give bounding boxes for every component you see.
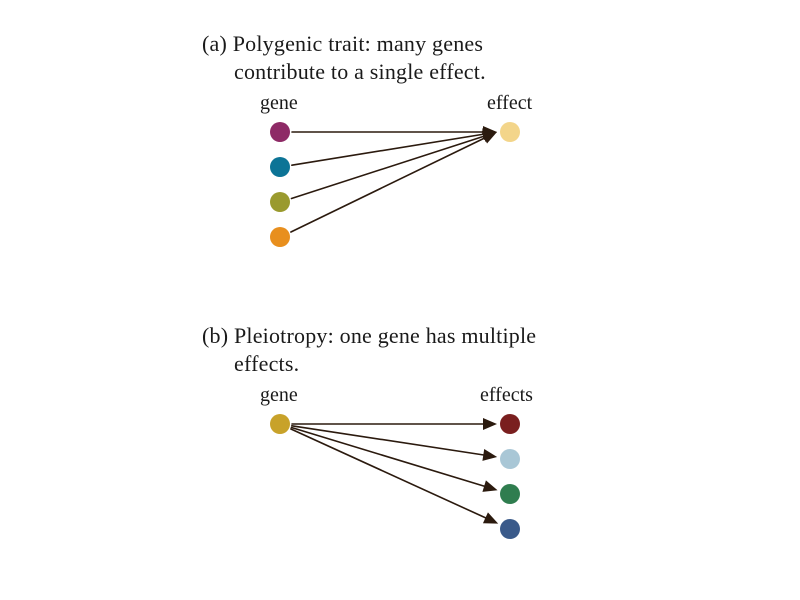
panel-b-caption-line1: (b) Pleiotropy: one gene has multiple <box>202 323 536 348</box>
panel-a-caption-line1: (a) Polygenic trait: many genes <box>202 31 483 56</box>
panel-b-caption: (b) Pleiotropy: one gene has multiple ef… <box>202 322 536 377</box>
panel-a-label-effect: effect <box>487 92 532 115</box>
effect-dot-1 <box>500 414 520 434</box>
effect-dot <box>500 122 520 142</box>
panel-b-caption-line2: effects. <box>202 351 299 376</box>
panel-b-label-gene: gene <box>260 384 298 407</box>
gene-dot-1 <box>270 122 290 142</box>
source-gene-dot <box>270 414 290 434</box>
panel-b-label-effects: effects <box>480 384 533 407</box>
gene-dot-2 <box>270 157 290 177</box>
panel-a-label-gene: gene <box>260 92 298 115</box>
effect-dot-4 <box>500 519 520 539</box>
gene-dot-4 <box>270 227 290 247</box>
gene-dot-3 <box>270 192 290 212</box>
panel-a-caption-line2: contribute to a single effect. <box>202 59 486 84</box>
effect-dot-2 <box>500 449 520 469</box>
diagram-page: (a) Polygenic trait: many genes contribu… <box>0 0 800 600</box>
effect-dot-3 <box>500 484 520 504</box>
arrows-layer <box>0 0 800 600</box>
panel-a-caption: (a) Polygenic trait: many genes contribu… <box>202 30 486 85</box>
